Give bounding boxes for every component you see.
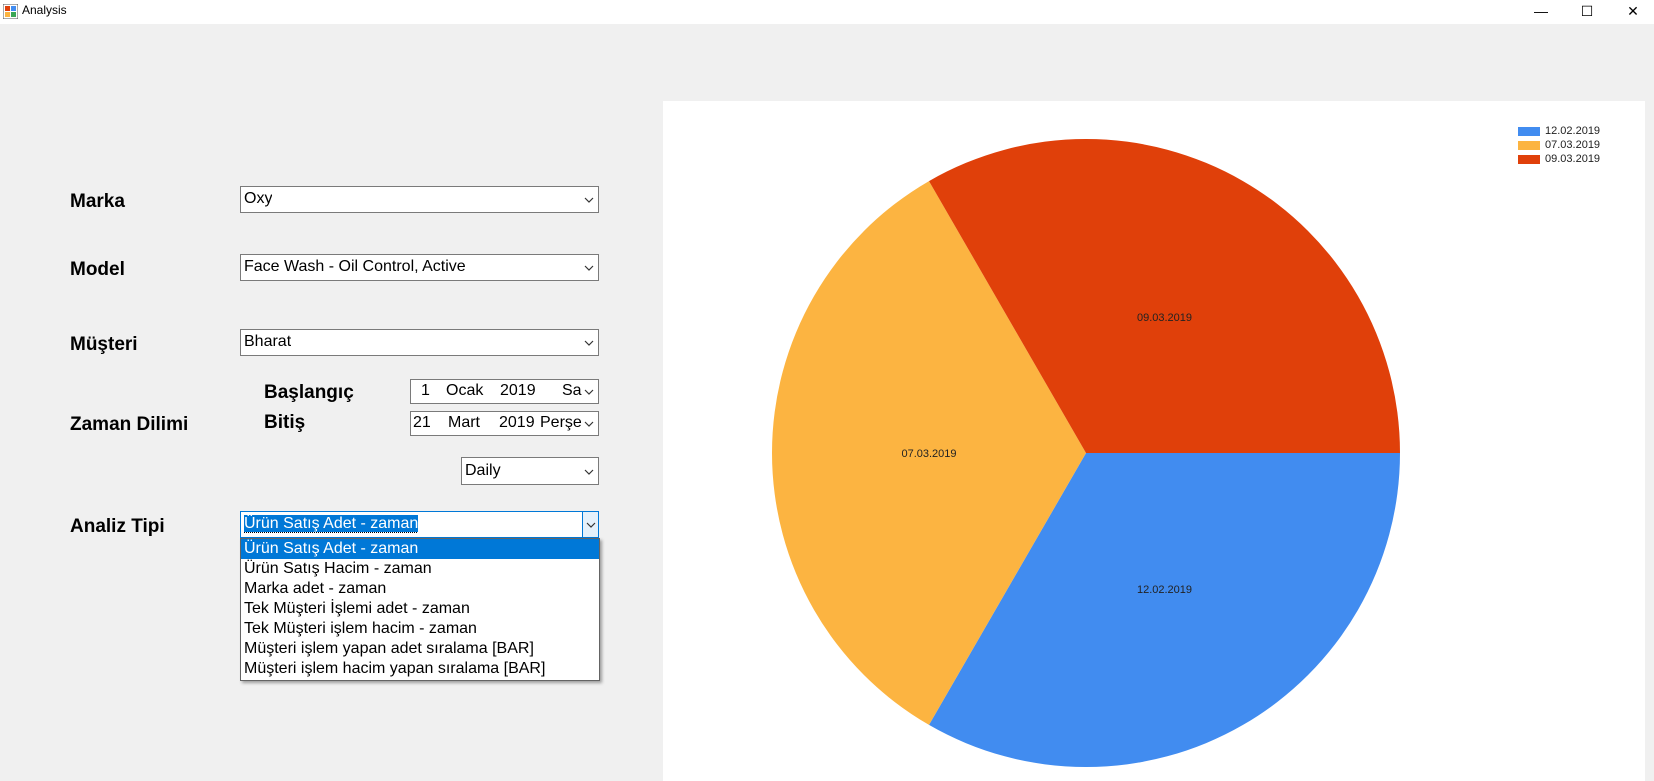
- musteri-select-value: Bharat: [244, 333, 292, 350]
- period-select[interactable]: Daily: [461, 457, 599, 485]
- chevron-down-icon[interactable]: [584, 419, 594, 429]
- bitis-date-picker[interactable]: 21 Mart 2019 Perşe: [410, 411, 599, 436]
- chevron-down-icon: [584, 265, 594, 271]
- app-icon: [3, 4, 18, 19]
- model-select-value: Face Wash - Oil Control, Active: [244, 258, 466, 275]
- dropdown-option[interactable]: Ürün Satış Hacim - zaman: [244, 560, 432, 577]
- baslangic-year[interactable]: 2019: [500, 382, 536, 399]
- analiz-tipi-dropdown-list: Ürün Satış Adet - zaman Ürün Satış Hacim…: [240, 538, 600, 681]
- legend-swatch: [1518, 155, 1540, 164]
- bitis-month[interactable]: Mart: [448, 414, 480, 431]
- dropdown-option[interactable]: Marka adet - zaman: [244, 580, 387, 597]
- pie-slice: [929, 453, 1400, 768]
- bitis-day[interactable]: 21: [413, 414, 431, 431]
- model-select[interactable]: Face Wash - Oil Control, Active: [240, 254, 599, 281]
- chevron-down-icon: [584, 469, 594, 475]
- musteri-label: Müşteri: [70, 334, 138, 355]
- pie-slice-label: 07.03.2019: [901, 448, 956, 460]
- chevron-down-icon[interactable]: [584, 387, 594, 397]
- minimize-button[interactable]: —: [1534, 3, 1548, 19]
- analiz-tipi-label: Analiz Tipi: [70, 516, 165, 537]
- model-label: Model: [70, 259, 125, 280]
- chevron-down-icon: [586, 522, 596, 528]
- chart-panel: 12.02.2019 07.03.2019 09.03.2019 12.02.201…: [663, 101, 1645, 781]
- marka-label: Marka: [70, 191, 125, 212]
- pie-chart: 12.02.2019 07.03.2019 09.03.2019: [771, 138, 1400, 768]
- analiz-tipi-dropdown-button[interactable]: [582, 512, 598, 537]
- period-select-value: Daily: [465, 462, 501, 479]
- legend-label: 09.03.2019: [1545, 153, 1601, 165]
- baslangic-label: Başlangıç: [264, 382, 354, 403]
- marka-select[interactable]: Oxy: [240, 186, 599, 213]
- baslangic-weekday: Sa: [562, 382, 582, 399]
- pie-slice-label: 12.02.2019: [1137, 584, 1192, 596]
- dropdown-option[interactable]: Tek Müşteri İşlemi adet - zaman: [244, 600, 470, 617]
- baslangic-date-picker[interactable]: 1 Ocak 2019 Sa: [410, 379, 599, 404]
- dropdown-option[interactable]: Müşteri işlem yapan adet sıralama [BAR]: [244, 640, 534, 657]
- bitis-label: Bitiş: [264, 412, 306, 433]
- analiz-tipi-select-value: Ürün Satış Adet - zaman: [244, 515, 419, 533]
- musteri-select[interactable]: Bharat: [240, 329, 599, 356]
- maximize-button[interactable]: ☐: [1580, 3, 1594, 19]
- dropdown-option[interactable]: Müşteri işlem hacim yapan sıralama [BAR]: [244, 660, 546, 677]
- dropdown-option[interactable]: Tek Müşteri işlem hacim - zaman: [244, 620, 477, 637]
- legend-label: 12.02.2019: [1545, 125, 1601, 137]
- legend-swatch: [1518, 141, 1540, 150]
- bitis-year[interactable]: 2019: [499, 414, 535, 431]
- baslangic-month[interactable]: Ocak: [446, 382, 484, 399]
- title-bar: Analysis — ☐ ✕: [0, 0, 1654, 24]
- analiz-tipi-select[interactable]: Ürün Satış Adet - zaman: [240, 511, 599, 538]
- pie-slice: [929, 138, 1400, 453]
- chevron-down-icon: [584, 340, 594, 346]
- baslangic-day[interactable]: 1: [421, 382, 430, 399]
- window-title: Analysis: [22, 3, 67, 17]
- dropdown-option[interactable]: Ürün Satış Adet - zaman: [241, 539, 599, 559]
- legend-label: 07.03.2019: [1545, 139, 1601, 151]
- marka-select-value: Oxy: [244, 190, 273, 207]
- pie-slice: [771, 181, 1086, 725]
- zaman-dilimi-label: Zaman Dilimi: [70, 414, 189, 435]
- legend-swatch: [1518, 127, 1540, 136]
- close-button[interactable]: ✕: [1627, 3, 1639, 19]
- bitis-weekday: Perşe: [540, 414, 582, 431]
- pie-slice-label: 09.03.2019: [1137, 312, 1192, 324]
- chevron-down-icon: [584, 197, 594, 203]
